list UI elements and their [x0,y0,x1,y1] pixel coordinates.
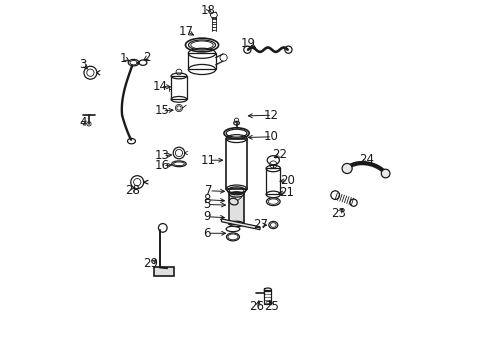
Circle shape [342,163,351,174]
Text: 16: 16 [155,159,169,172]
Polygon shape [221,219,260,230]
Text: 15: 15 [154,104,169,117]
Bar [171,76,186,99]
Text: 8: 8 [203,193,210,206]
Text: 11: 11 [201,154,216,167]
Bar [154,267,174,276]
Text: 21: 21 [279,186,294,199]
Text: 7: 7 [204,184,212,197]
Text: 9: 9 [203,210,210,223]
Text: 18: 18 [201,4,216,17]
Text: 27: 27 [253,219,267,231]
Text: 13: 13 [155,149,169,162]
Bar [188,53,215,69]
Bar [265,168,280,194]
Text: 2: 2 [142,51,150,64]
Text: 29: 29 [143,257,158,270]
Circle shape [381,169,389,178]
Bar [229,193,244,224]
Text: 23: 23 [330,207,345,220]
Text: 24: 24 [359,153,374,166]
Bar [225,139,246,189]
Text: 12: 12 [264,109,279,122]
Text: 22: 22 [272,148,286,161]
Text: 20: 20 [280,174,295,187]
Text: 10: 10 [264,130,278,143]
Text: 19: 19 [240,37,255,50]
Bar [264,290,271,304]
Text: 25: 25 [264,300,278,313]
Text: 5: 5 [203,198,210,211]
Text: 6: 6 [203,227,210,240]
Text: 14: 14 [152,80,167,93]
Text: 3: 3 [80,58,87,71]
Text: 4: 4 [80,116,87,129]
Text: 1: 1 [120,52,127,65]
Text: 17: 17 [178,25,193,38]
Text: 28: 28 [124,184,140,197]
Text: 26: 26 [249,300,264,313]
